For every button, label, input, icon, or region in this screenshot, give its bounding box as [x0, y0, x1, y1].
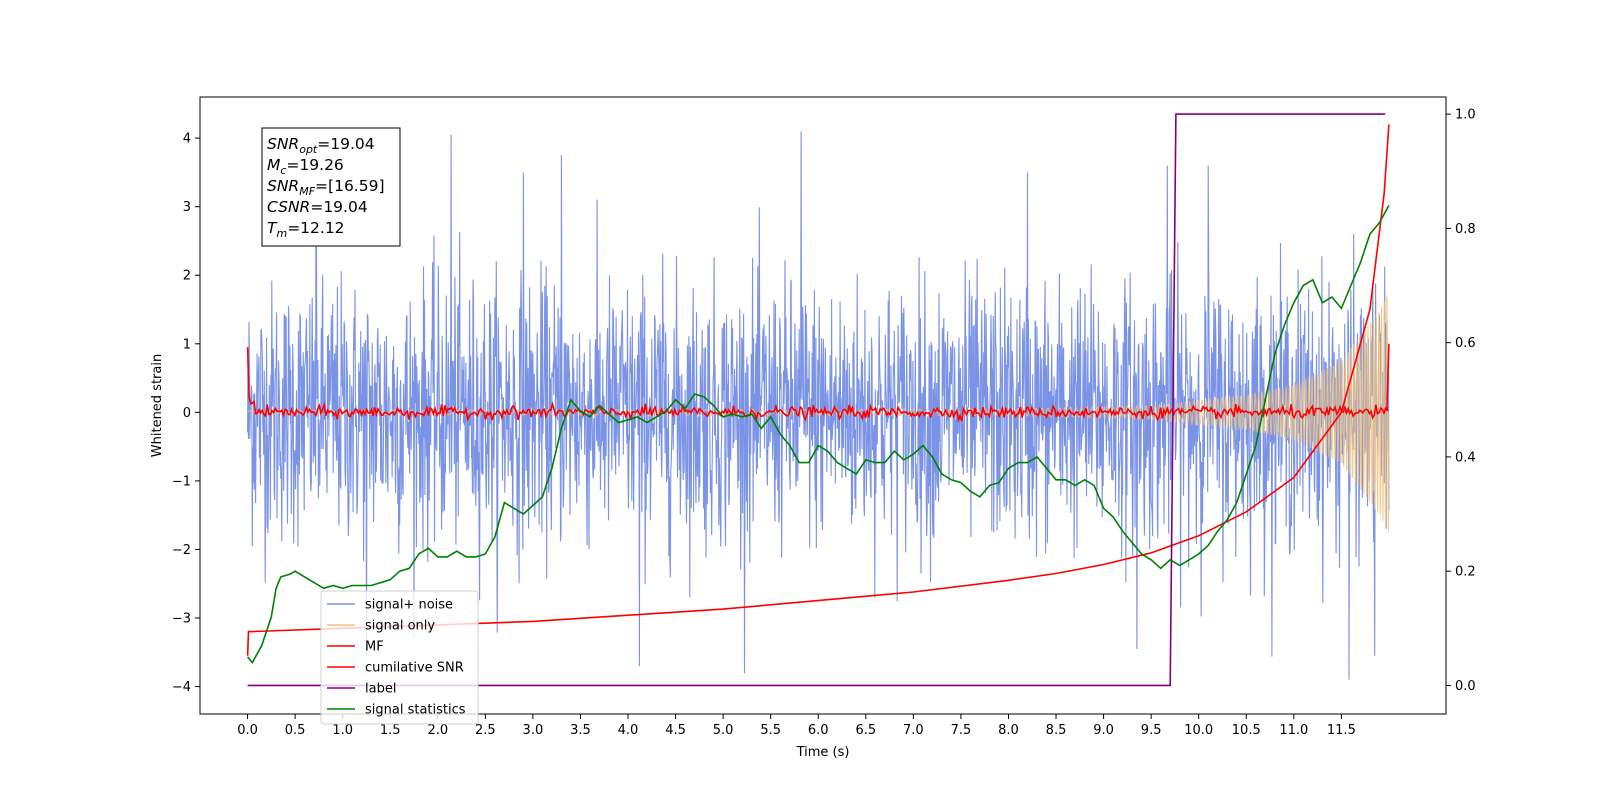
x-tick-label: 8.5 [1046, 723, 1067, 738]
legend-label: signal statistics [365, 703, 466, 718]
x-tick-label: 10.5 [1232, 723, 1261, 738]
y2-tick-label: 0.4 [1455, 450, 1476, 465]
legend-item: signal+ noise [327, 598, 453, 613]
annotation-line: SNRopt=19.04 [267, 135, 375, 156]
y-axis-label: Whitened strain [150, 354, 165, 457]
y-tick-label: 3 [183, 200, 191, 215]
x-tick-label: 3.0 [523, 723, 544, 738]
legend-label: cumilative SNR [365, 661, 464, 676]
y-tick-label: −2 [172, 543, 191, 558]
annotation-line: Tm=12.12 [267, 219, 345, 240]
legend-item: cumilative SNR [327, 661, 464, 676]
x-tick-label: 5.5 [760, 723, 781, 738]
x-tick-label: 7.0 [903, 723, 924, 738]
y-tick-label: −4 [172, 680, 191, 695]
y2-tick-label: 0.8 [1455, 222, 1476, 237]
x-tick-label: 5.0 [713, 723, 734, 738]
x-tick-label: 2.0 [427, 723, 448, 738]
y-tick-label: −1 [172, 474, 191, 489]
x-tick-label: 0.0 [237, 723, 258, 738]
series-mf [246, 343, 1390, 423]
y-tick-label: −3 [172, 612, 191, 627]
legend-label: signal only [365, 619, 435, 634]
ticks-layer: 0.0 0.5 1.0 1.5 2.0 2.5 3.0 3.5 4.0 4.5 5.0 5.5 6.0 6… [172, 108, 1476, 738]
series-signal-statistics [246, 205, 1390, 665]
legend-item: MF [327, 640, 384, 655]
legend-label: label [365, 682, 396, 697]
x-tick-label: 6.0 [808, 723, 829, 738]
series-label [247, 113, 1386, 687]
legend-label: MF [365, 640, 384, 655]
y-tick-label: 1 [183, 337, 191, 352]
annotation-line: Mc=19.26 [267, 156, 344, 177]
x-tick-label: 11.0 [1279, 723, 1308, 738]
y2-tick-label: 0.0 [1455, 679, 1476, 694]
annotation-line: CSNR=19.04 [267, 198, 368, 216]
plot-frame [199, 96, 1447, 715]
y2-tick-label: 0.6 [1455, 336, 1476, 351]
x-tick-label: 7.5 [951, 723, 972, 738]
x-tick-label: 11.5 [1327, 723, 1356, 738]
series-signal-noise [247, 127, 1390, 680]
stats-annotation-box: SNRopt=19.04Mc=19.26SNRMF=[16.59]CSNR=19… [261, 127, 401, 247]
legend: signal+ noise signal only MF cumilative SNR… [320, 590, 479, 725]
x-axis-label: Time (s) [796, 745, 850, 760]
x-tick-label: 9.0 [1093, 723, 1114, 738]
y2-tick-label: 1.0 [1455, 108, 1476, 123]
x-tick-label: 4.0 [618, 723, 639, 738]
y-tick-label: 4 [183, 132, 191, 147]
x-tick-label: 4.5 [665, 723, 686, 738]
x-tick-label: 1.5 [380, 723, 401, 738]
legend-item: signal statistics [327, 703, 466, 718]
x-tick-label: 8.0 [998, 723, 1019, 738]
x-tick-label: 6.5 [855, 723, 876, 738]
legend-frame [320, 590, 479, 725]
y2-tick-label: 0.2 [1455, 565, 1476, 580]
x-tick-label: 1.0 [332, 723, 353, 738]
y-tick-label: 2 [183, 269, 191, 284]
legend-item: signal only [327, 619, 435, 634]
x-tick-label: 2.5 [475, 723, 496, 738]
series-signal-only [247, 295, 1390, 532]
legend-item: label [327, 682, 396, 697]
x-tick-label: 3.5 [570, 723, 591, 738]
x-tick-label: 9.5 [1141, 723, 1162, 738]
annotation-line: SNRMF=[16.59] [267, 177, 385, 198]
x-tick-label: 10.0 [1184, 723, 1213, 738]
y-tick-label: 0 [183, 406, 191, 421]
legend-label: signal+ noise [365, 598, 453, 613]
annotation-frame [261, 127, 401, 247]
x-tick-label: 0.5 [285, 723, 306, 738]
